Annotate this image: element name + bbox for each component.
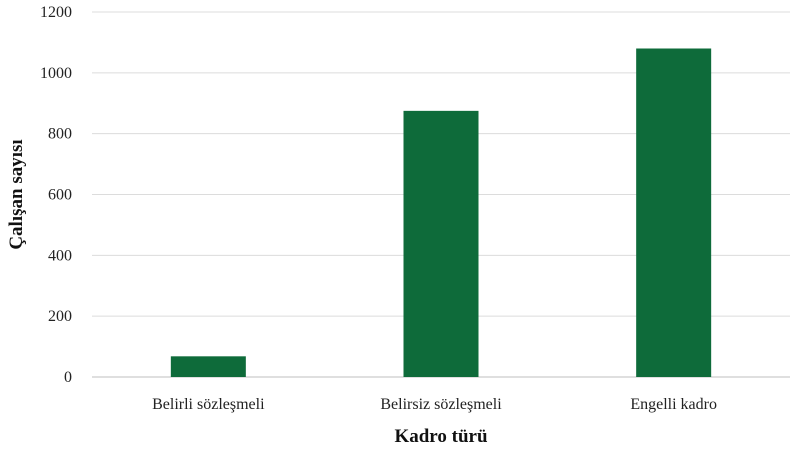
y-axis-title: Çalışan sayısı bbox=[6, 139, 27, 249]
y-tick-label: 200 bbox=[48, 308, 72, 325]
y-tick-label: 400 bbox=[48, 247, 72, 264]
bar bbox=[636, 48, 712, 377]
y-tick-label: 0 bbox=[64, 369, 72, 386]
x-axis-title: Kadro türü bbox=[394, 426, 488, 447]
bars bbox=[170, 48, 712, 378]
y-tick-label: 1000 bbox=[40, 65, 72, 82]
x-tick-label: Engelli kadro bbox=[630, 396, 717, 413]
y-tick-label: 1200 bbox=[40, 4, 72, 21]
y-tick-label: 800 bbox=[48, 126, 72, 143]
x-tick-label: Belirsiz sözleşmeli bbox=[380, 396, 502, 413]
x-axis-ticks: Belirli sözleşmeli Belirsiz sözleşmeli Eng… bbox=[152, 396, 717, 413]
x-tick-label: Belirli sözleşmeli bbox=[152, 396, 265, 413]
y-tick-label: 600 bbox=[48, 187, 72, 204]
bar bbox=[403, 110, 479, 378]
y-axis-ticks: 0 200 400 600 800 1000 1200 bbox=[40, 4, 72, 386]
bar bbox=[170, 356, 246, 377]
